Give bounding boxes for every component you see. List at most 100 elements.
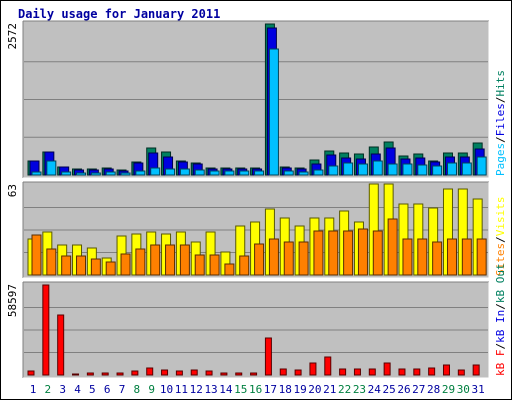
bar-kb-f-day-16 <box>250 372 258 376</box>
bar-pages-day-24 <box>372 160 383 176</box>
bar-sites-day-30 <box>461 238 472 276</box>
x-tick-label: 31 <box>472 383 485 396</box>
bar-kb-f-day-27 <box>413 368 421 376</box>
bar-sites-day-4 <box>76 255 87 276</box>
bar-kb-f-day-29 <box>442 364 450 376</box>
x-tick-label: 28 <box>427 383 440 396</box>
bar-sites-day-21 <box>328 230 339 276</box>
bar-kb-f-day-18 <box>279 368 287 376</box>
bar-sites-day-14 <box>224 263 235 276</box>
y-max-label: 58597 <box>6 284 19 317</box>
bar-kb-f-day-17 <box>264 337 272 376</box>
x-tick-label: 26 <box>397 383 410 396</box>
bar-kb-f-day-10 <box>161 369 169 376</box>
x-tick-label: 17 <box>264 383 277 396</box>
bar-sites-day-1 <box>31 234 42 276</box>
bar-sites-day-9 <box>150 244 161 276</box>
bar-kb-f-day-7 <box>116 372 124 376</box>
bar-pages-day-4 <box>76 172 87 176</box>
bar-sites-day-29 <box>446 238 457 276</box>
x-tick-label: 8 <box>134 383 141 396</box>
x-tick-label: 11 <box>175 383 188 396</box>
bar-kb-f-day-24 <box>368 368 376 376</box>
bar-sites-day-23 <box>357 228 368 276</box>
y-max-label: 2572 <box>6 23 19 50</box>
bar-pages-day-20 <box>313 169 324 176</box>
bar-kb-f-day-4 <box>72 373 80 376</box>
bar-sites-day-19 <box>298 241 309 276</box>
bar-sites-day-12 <box>194 254 205 276</box>
bar-sites-day-8 <box>135 248 146 276</box>
bar-kb-f-day-5 <box>86 372 94 376</box>
bar-pages-day-5 <box>90 172 101 176</box>
bar-kb-f-day-25 <box>383 362 391 376</box>
chart-title: Daily usage for January 2011 <box>18 7 221 21</box>
bar-sites-day-26 <box>402 238 413 276</box>
bar-sites-day-13 <box>209 254 220 276</box>
x-tick-label: 30 <box>457 383 470 396</box>
bar-sites-day-17 <box>268 238 279 276</box>
x-tick-label: 1 <box>30 383 37 396</box>
bar-kb-f-day-21 <box>324 356 332 376</box>
bar-kb-f-day-11 <box>175 370 183 376</box>
bar-pages-day-10 <box>165 168 176 176</box>
bar-pages-day-17 <box>268 48 279 176</box>
x-tick-label: 14 <box>219 383 233 396</box>
bar-pages-day-2 <box>46 160 57 176</box>
bar-pages-day-6 <box>105 171 116 176</box>
bar-kb-f-day-6 <box>101 372 109 376</box>
x-tick-label: 16 <box>249 383 262 396</box>
legend-visits-sites: Sites/Visits <box>494 197 507 277</box>
x-tick-label: 22 <box>338 383 351 396</box>
x-tick-label: 19 <box>293 383 306 396</box>
x-tick-label: 18 <box>279 383 292 396</box>
x-tick-label: 23 <box>353 383 366 396</box>
bar-kb-f-day-26 <box>398 368 406 376</box>
bar-sites-day-31 <box>476 238 487 276</box>
bar-pages-day-26 <box>402 163 413 176</box>
bar-kb-f-day-2 <box>42 284 50 376</box>
bar-sites-day-28 <box>432 241 443 276</box>
bar-pages-day-19 <box>298 171 309 176</box>
bar-pages-day-3 <box>61 171 72 176</box>
bar-kb-f-day-19 <box>294 369 302 376</box>
bar-pages-day-25 <box>387 163 398 176</box>
bar-kb-f-day-23 <box>353 368 361 376</box>
x-tick-label: 9 <box>148 383 155 396</box>
legend-hits-files-pages: Pages/Files/Hits <box>494 70 507 176</box>
legend-item: kB Out <box>494 263 507 303</box>
x-tick-label: 25 <box>383 383 396 396</box>
x-tick-label: 12 <box>190 383 203 396</box>
bar-sites-day-24 <box>372 230 383 276</box>
bar-pages-day-9 <box>150 167 161 176</box>
bar-sites-day-22 <box>343 230 354 276</box>
x-tick-label: 15 <box>234 383 247 396</box>
legend-item: kB F <box>494 350 507 377</box>
x-tick-label: 20 <box>308 383 321 396</box>
x-tick-label: 24 <box>368 383 382 396</box>
bar-pages-day-14 <box>224 170 235 176</box>
x-tick-label: 27 <box>412 383 425 396</box>
bar-kb-f-day-8 <box>131 370 139 376</box>
bar-kb-f-day-30 <box>457 369 465 376</box>
bar-kb-f-day-15 <box>235 372 243 376</box>
bar-pages-day-21 <box>328 165 339 176</box>
bar-kb-f-day-13 <box>205 370 213 376</box>
legend-kbytes: kB F/kB In/kB Out <box>494 263 507 376</box>
bar-sites-day-27 <box>417 238 428 276</box>
bar-kb-f-day-1 <box>27 370 35 376</box>
bar-pages-day-12 <box>194 169 205 176</box>
bar-pages-day-28 <box>432 165 443 176</box>
bar-sites-day-15 <box>239 255 250 276</box>
x-tick-label: 6 <box>104 383 111 396</box>
bar-sites-day-7 <box>120 253 131 276</box>
bar-pages-day-8 <box>135 170 146 176</box>
bar-pages-day-27 <box>417 164 428 176</box>
legend-item: Pages <box>494 143 507 176</box>
legend-item: kB In <box>494 310 507 343</box>
bar-kb-f-day-12 <box>190 369 198 376</box>
bar-kb-f-day-14 <box>220 372 228 376</box>
bar-pages-day-23 <box>357 163 368 176</box>
bar-pages-day-7 <box>120 172 131 176</box>
